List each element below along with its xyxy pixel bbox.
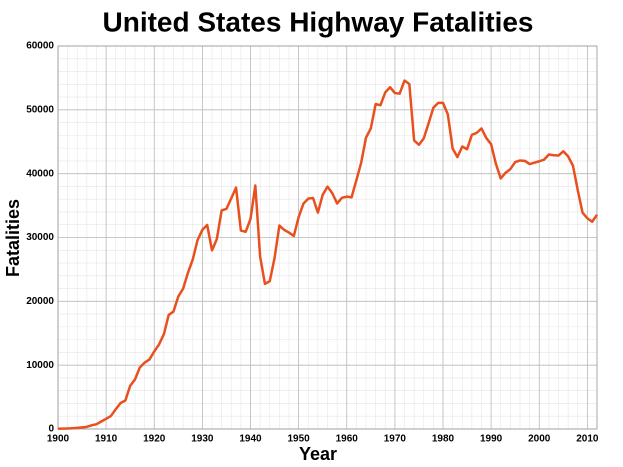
x-tick-label: 2010 bbox=[576, 434, 599, 445]
y-tick-label: 60000 bbox=[26, 41, 54, 52]
x-tick-label: 1910 bbox=[95, 434, 118, 445]
plot-frame bbox=[57, 45, 598, 430]
y-tick-label: 30000 bbox=[26, 232, 54, 243]
y-tick-label: 0 bbox=[48, 424, 54, 435]
x-tick-label: 1960 bbox=[336, 434, 359, 445]
x-tick-label: 1920 bbox=[143, 434, 166, 445]
x-tick-label: 2000 bbox=[528, 434, 551, 445]
chart-title: United States Highway Fatalities bbox=[103, 6, 534, 37]
x-tick-label: 1900 bbox=[47, 434, 70, 445]
x-tick-label: 1970 bbox=[384, 434, 407, 445]
x-tick-label: 1950 bbox=[288, 434, 311, 445]
y-axis-label: Fatalities bbox=[3, 199, 23, 277]
x-tick-label: 1940 bbox=[239, 434, 262, 445]
x-tick-label: 1930 bbox=[191, 434, 214, 445]
y-tick-label: 40000 bbox=[26, 168, 54, 179]
x-tick-label: 1980 bbox=[432, 434, 455, 445]
y-tick-label: 20000 bbox=[26, 296, 54, 307]
x-tick-label: 1990 bbox=[480, 434, 503, 445]
x-axis-label: Year bbox=[299, 444, 337, 464]
y-tick-label: 50000 bbox=[26, 104, 54, 115]
data-line bbox=[57, 79, 599, 431]
y-tick-label: 10000 bbox=[26, 360, 54, 371]
